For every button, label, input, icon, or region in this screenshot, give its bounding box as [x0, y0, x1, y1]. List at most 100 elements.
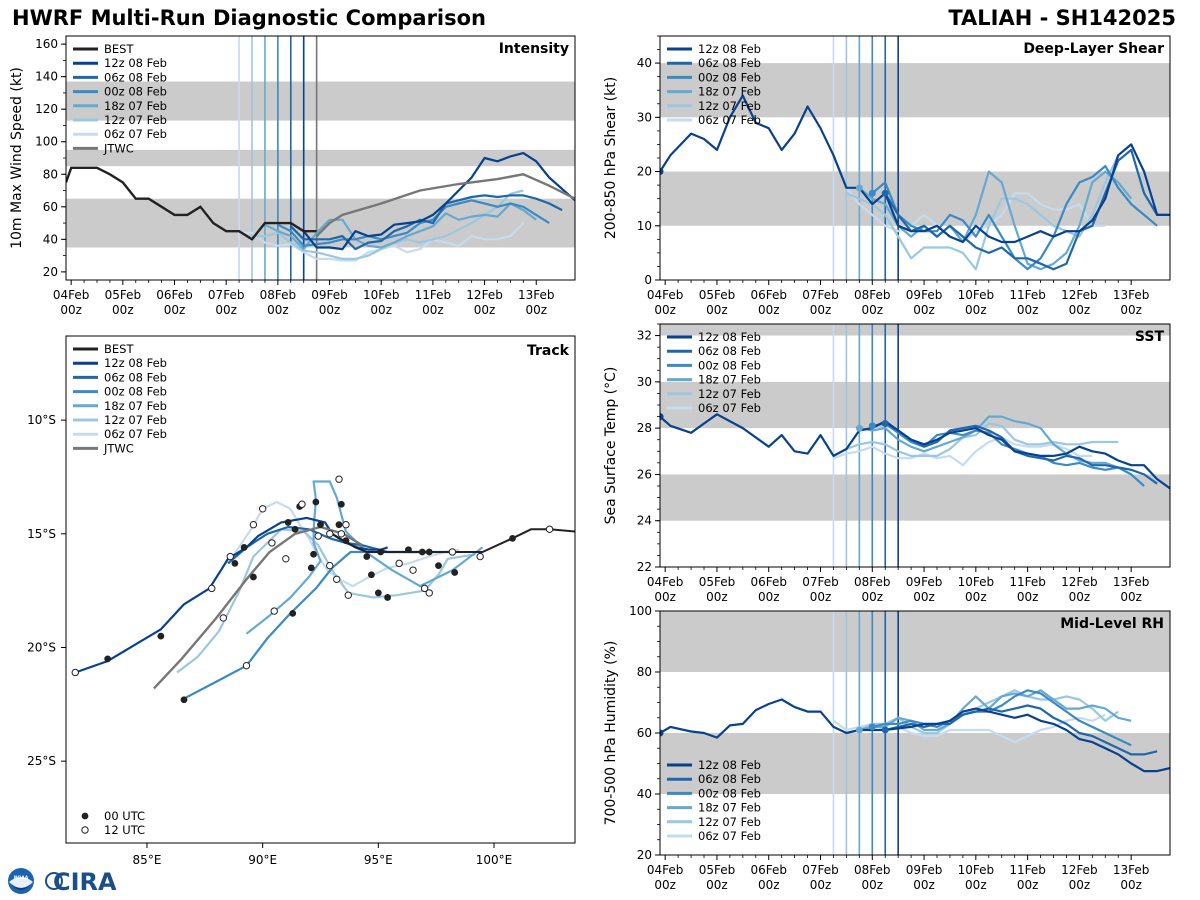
track-legend-label-6: 06z 07 Feb	[104, 427, 167, 441]
track-marker-00utc	[384, 594, 391, 601]
shear-xtick-label-date: 08Feb	[854, 288, 891, 302]
track-title: Track	[527, 343, 570, 359]
track-frame	[65, 335, 576, 844]
track-marker-00utc	[451, 569, 459, 576]
intensity-legend-label-7: JTWC	[103, 141, 134, 155]
intensity-ylabel: 10m Max Wind Speed (kt)	[9, 67, 25, 249]
sst-frame	[659, 323, 1171, 568]
intensity-legend-label-6: 06z 07 Feb	[104, 127, 167, 141]
intensity-xtick-label-date: 11Feb	[415, 288, 452, 302]
rh-xtick-label-date: 05Feb	[699, 863, 736, 877]
intensity-xtick-label-date: 12Feb	[466, 288, 503, 302]
intensity-legend-label-3: 00z 08 Feb	[104, 85, 167, 99]
shear-ytick-label: 30	[637, 110, 652, 124]
rh-xtick-label-hour: 00z	[1120, 878, 1142, 892]
track-marker-00utc	[240, 544, 248, 551]
track-marker-00utc	[289, 609, 297, 617]
rh-band-1	[660, 611, 1170, 672]
rh-xtick-label-hour: 00z	[1017, 878, 1039, 892]
track-marker-12utc	[326, 561, 334, 570]
rh-legend-label-0: 12z 08 Feb	[698, 758, 761, 772]
track-marker-12utc	[282, 555, 290, 563]
intensity-legend-label-2: 06z 08 Feb	[104, 70, 167, 84]
track-marker-00utc	[425, 548, 433, 556]
track-marker-12utc	[314, 532, 322, 540]
rh-legend-label-4: 12z 07 Feb	[698, 815, 761, 829]
track-marker-00utc	[284, 519, 292, 526]
sst-series-5	[833, 436, 1093, 467]
shear-legend-label-0: 12z 08 Feb	[698, 42, 761, 56]
intensity-ytick-label: 20	[43, 265, 58, 279]
track-marker-00utc	[157, 632, 165, 640]
track-marker-12utc	[219, 614, 228, 622]
shear-series-4	[845, 154, 1120, 271]
track-marker-12utc	[476, 552, 484, 561]
intensity-xtick-label-hour: 00z	[60, 303, 82, 317]
sst-legend-label-0: 12z 08 Feb	[698, 330, 761, 344]
intensity-xtick-label-hour: 00z	[215, 303, 237, 317]
track-marker-12utc	[342, 521, 350, 529]
sst-xtick-label-date: 11Feb	[1009, 575, 1046, 589]
shear-legend-label-3: 18z 07 Feb	[698, 85, 761, 99]
track-jtwc-series	[153, 525, 363, 690]
sst-legend-label-4: 12z 07 Feb	[698, 387, 761, 401]
track-marker-12utc	[420, 584, 429, 593]
noaa-seal-text: NOAA	[14, 875, 29, 881]
shear-xtick-label-hour: 00z	[965, 303, 987, 317]
track-marker-12utc	[395, 559, 403, 568]
track-marker-00utc	[104, 655, 112, 663]
rh-band-0	[660, 733, 1170, 794]
sst-ytick-label: 24	[637, 514, 652, 528]
shear-series-5	[832, 154, 1106, 244]
intensity-xtick-label-date: 05Feb	[105, 288, 142, 302]
shear-xtick-label-hour: 00z	[1017, 303, 1039, 317]
shear-legend-label-2: 00z 08 Feb	[698, 70, 761, 84]
shear-xtick-label-date: 12Feb	[1061, 288, 1098, 302]
rh-xtick-label-date: 08Feb	[854, 863, 891, 877]
track-legend-marker-00	[81, 812, 89, 820]
sst-init-marker-3	[855, 424, 863, 432]
rh-ytick-label: 20	[637, 848, 652, 862]
track-marker-12utc	[448, 548, 457, 556]
track-best-marker-00utc	[509, 534, 516, 542]
sst-xtick-label-date: 13Feb	[1113, 575, 1150, 589]
track-marker-12utc	[425, 589, 433, 597]
rh-legend-label-3: 18z 07 Feb	[698, 801, 761, 815]
sst-xtick-label-hour: 00z	[810, 590, 832, 604]
track-marker-12utc	[226, 552, 234, 561]
intensity-legend-label-1: 12z 08 Feb	[104, 56, 167, 70]
shear-xtick-label-hour: 00z	[706, 303, 728, 317]
shear-series-1	[884, 148, 1170, 271]
track-marker-12utc	[71, 668, 79, 677]
shear-title: Deep-Layer Shear	[1023, 41, 1164, 57]
shear-xtick-label-date: 07Feb	[802, 288, 839, 302]
rh-ytick-label: 100	[629, 604, 652, 618]
rh-series-2	[872, 689, 1132, 747]
track-marker-12utc	[258, 505, 267, 513]
sst-legend-label-1: 06z 08 Feb	[698, 344, 761, 358]
track-xtick-label: 100°E	[476, 853, 513, 867]
intensity-xtick-label-hour: 00z	[525, 303, 547, 317]
track-legend-marker-12	[81, 826, 89, 834]
sst-band-0	[660, 474, 1170, 521]
track-xtick-label: 95°E	[364, 853, 393, 867]
sst-series-0	[660, 413, 1170, 490]
rh-xtick-label-hour: 00z	[1069, 878, 1091, 892]
intensity-xtick-label-date: 13Feb	[518, 288, 555, 302]
rh-series-3	[859, 689, 1132, 732]
intensity-xtick-label-hour: 00z	[474, 303, 496, 317]
sst-xtick-label-hour: 00z	[965, 590, 987, 604]
rh-ytick-label: 40	[637, 787, 652, 801]
track-marker-12utc	[242, 661, 251, 670]
intensity-legend-label-5: 12z 07 Feb	[104, 113, 167, 127]
rh-init-marker-1	[881, 726, 889, 734]
shear-xtick-label-date: 10Feb	[958, 288, 995, 302]
track-marker-00utc	[337, 500, 345, 508]
shear-xtick-label-hour: 00z	[861, 303, 883, 317]
sst-ytick-label: 30	[637, 375, 652, 389]
track-marker-00utc	[363, 553, 371, 560]
shear-init-marker-0	[660, 168, 664, 176]
